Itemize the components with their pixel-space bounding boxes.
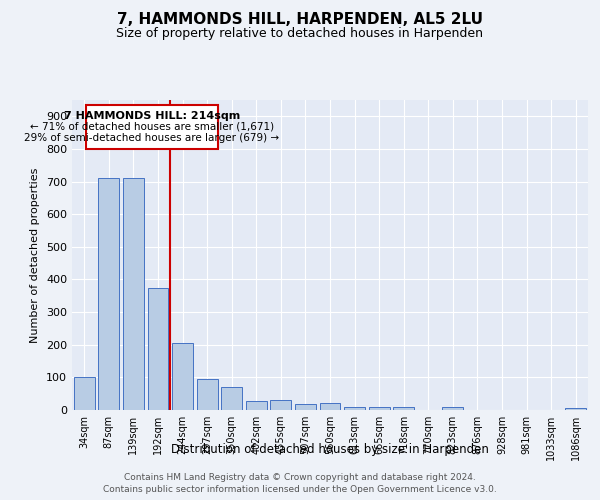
Bar — [368, 408, 389, 410]
FancyBboxPatch shape — [86, 105, 218, 149]
Text: Size of property relative to detached houses in Harpenden: Size of property relative to detached ho… — [116, 28, 484, 40]
Text: Distribution of detached houses by size in Harpenden: Distribution of detached houses by size … — [171, 442, 489, 456]
Text: 29% of semi-detached houses are larger (679) →: 29% of semi-detached houses are larger (… — [24, 132, 280, 142]
Text: 7, HAMMONDS HILL, HARPENDEN, AL5 2LU: 7, HAMMONDS HILL, HARPENDEN, AL5 2LU — [117, 12, 483, 28]
Bar — [344, 408, 365, 410]
Text: Contains HM Land Registry data © Crown copyright and database right 2024.: Contains HM Land Registry data © Crown c… — [124, 472, 476, 482]
Bar — [393, 408, 414, 410]
Bar — [565, 408, 586, 410]
Bar — [74, 378, 95, 410]
Bar — [271, 400, 292, 410]
Bar — [246, 401, 267, 410]
Bar — [172, 343, 193, 410]
Bar — [442, 408, 463, 410]
Bar — [320, 404, 340, 410]
Y-axis label: Number of detached properties: Number of detached properties — [31, 168, 40, 342]
Bar — [197, 379, 218, 410]
Bar — [123, 178, 144, 410]
Bar — [148, 288, 169, 410]
Text: 7 HAMMONDS HILL: 214sqm: 7 HAMMONDS HILL: 214sqm — [64, 111, 240, 121]
Text: Contains public sector information licensed under the Open Government Licence v3: Contains public sector information licen… — [103, 485, 497, 494]
Bar — [221, 387, 242, 410]
Text: ← 71% of detached houses are smaller (1,671): ← 71% of detached houses are smaller (1,… — [30, 122, 274, 132]
Bar — [98, 178, 119, 410]
Bar — [295, 404, 316, 410]
